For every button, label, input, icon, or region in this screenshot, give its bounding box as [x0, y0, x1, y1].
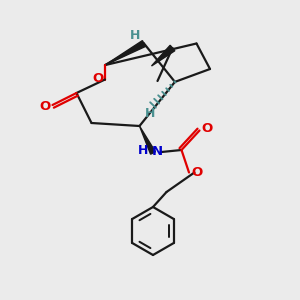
Text: H: H: [138, 144, 148, 157]
Polygon shape: [105, 40, 146, 65]
Text: N: N: [152, 145, 163, 158]
Polygon shape: [140, 126, 155, 154]
Polygon shape: [152, 45, 175, 66]
Text: O: O: [191, 166, 202, 179]
Text: H: H: [130, 28, 140, 42]
Text: O: O: [201, 122, 213, 136]
Text: H: H: [145, 107, 155, 120]
Text: O: O: [39, 100, 51, 113]
Text: O: O: [93, 71, 104, 85]
